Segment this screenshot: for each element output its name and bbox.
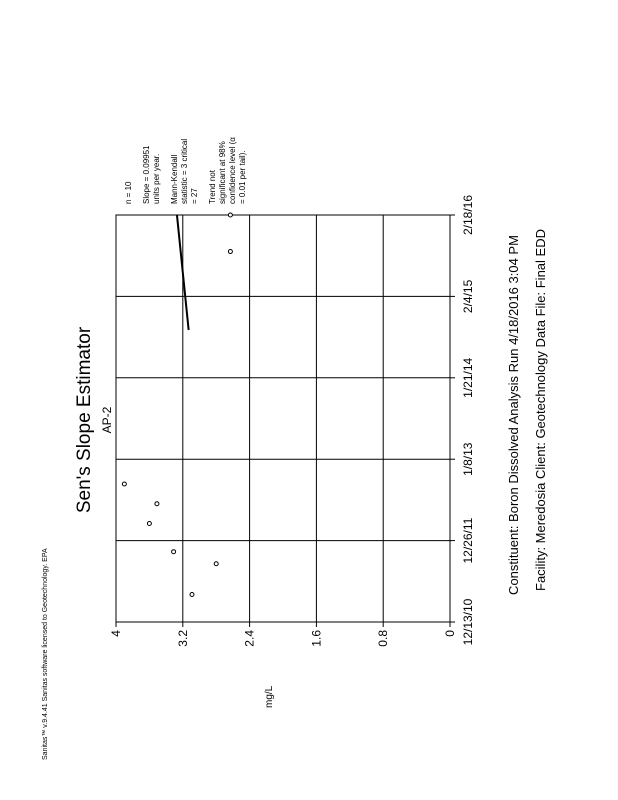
stat-slope: Slope = 0.09951 units per year. — [142, 145, 161, 205]
x-tick-label: 1/21/14 — [461, 357, 475, 397]
y-tick-label: 0 — [443, 630, 457, 637]
footer-line-2: Facility: Meredosia Client: Geotechnolog… — [533, 229, 548, 591]
stat-trend: Trend not significant at 98% confidence … — [208, 137, 247, 204]
y-tick-label: 1.6 — [309, 630, 323, 647]
data-point — [146, 521, 152, 527]
data-point — [121, 481, 127, 487]
x-tick-label: 1/8/13 — [461, 442, 475, 476]
stats-panel: n = 10 Slope = 0.09951 units per year. M… — [124, 134, 256, 204]
trend-line — [175, 214, 190, 331]
data-point — [171, 549, 177, 555]
stat-mann-kendall: Mann-Kendall statistic = 3 critical = 27 — [170, 138, 199, 204]
data-point — [189, 591, 195, 597]
y-tick-label: 4 — [109, 630, 123, 637]
data-point — [227, 249, 233, 255]
stat-n: n = 10 — [124, 181, 133, 204]
x-tick-label: 12/13/10 — [461, 598, 475, 645]
x-tick-label: 2/18/16 — [461, 195, 475, 235]
data-point — [154, 501, 160, 507]
data-point — [213, 561, 219, 567]
y-tick-label: 3.2 — [176, 630, 190, 647]
x-tick-label: 12/26/11 — [461, 517, 475, 563]
x-tick-label: 2/4/15 — [461, 279, 475, 313]
footer-line-1: Constituent: Boron Dissolved Analysis Ru… — [506, 235, 521, 595]
data-point — [227, 212, 233, 218]
y-tick-label: 2.4 — [243, 630, 257, 647]
y-tick-label: 0.8 — [376, 630, 390, 647]
plot-frame — [115, 214, 451, 623]
